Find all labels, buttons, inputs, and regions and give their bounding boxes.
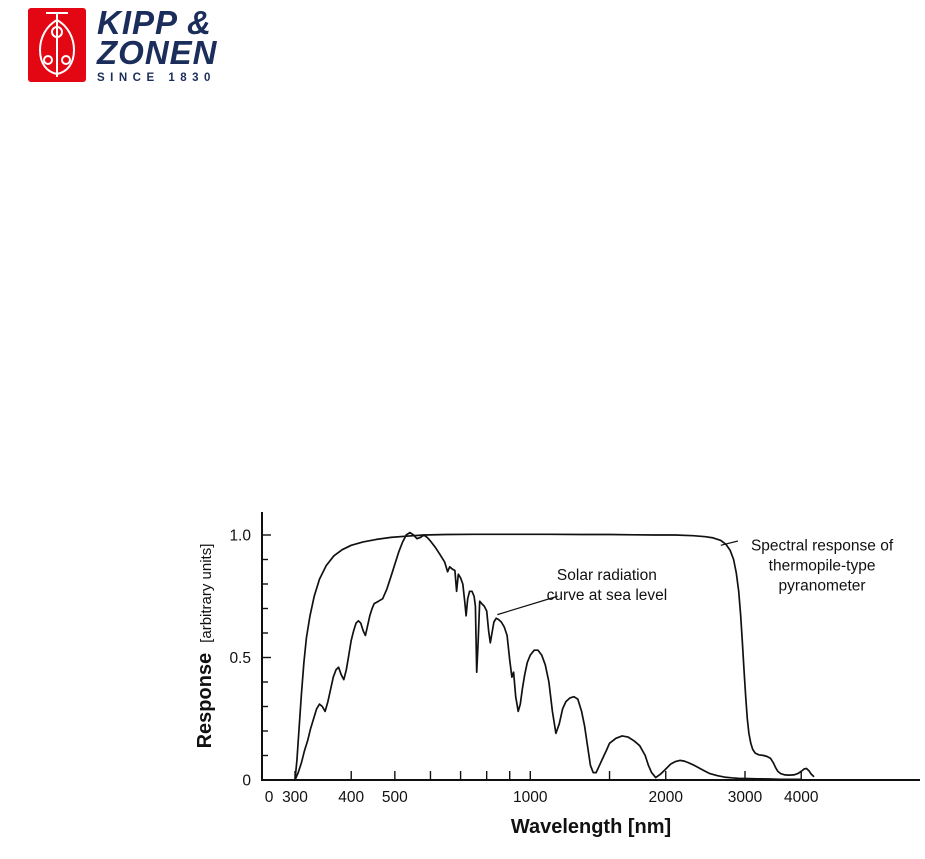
x-tick-label: 500: [382, 789, 408, 806]
x-tick-label: 300: [282, 789, 308, 806]
x-tick-label: 0: [265, 789, 274, 806]
pyranometer-spectral-response: [294, 533, 815, 781]
solar-curve-label-leader-line: [497, 595, 558, 616]
y-tick-label: 1.0: [229, 528, 251, 545]
y-tick-label: 0: [242, 773, 251, 790]
x-tick-label: 400: [338, 789, 364, 806]
spectral-response-figure: 0 300 400 500 1000 2000 3000 4000 0 0.5 1.0 Wavelen…: [194, 498, 925, 854]
x-tick-label: 4000: [784, 789, 819, 806]
svg-text:Spectral response of: Spectral response of: [751, 537, 894, 554]
brand-line1: KIPP &: [97, 4, 212, 41]
y-axis-title: Response[arbitrary units]: [195, 544, 216, 749]
pyranometer-curve-label: Spectral response of thermopile-type pyran…: [720, 537, 894, 594]
solar-radiation-curve: [294, 531, 803, 781]
spectral-response-chart: 0 300 400 500 1000 2000 3000 4000 0 0.5 1.0 Wavelen…: [194, 512, 920, 838]
svg-text:pyranometer: pyranometer: [779, 577, 866, 594]
x-tick-label: 3000: [728, 789, 763, 806]
brand-text-block: KIPP & ZONEN SINCE 1830: [97, 4, 218, 84]
svg-text:Solar radiation: Solar radiation: [557, 567, 657, 584]
x-axis-title: Wavelength [nm]: [511, 816, 671, 838]
svg-text:curve at sea level: curve at sea level: [547, 587, 668, 604]
brand-line2: ZONEN: [97, 34, 218, 71]
y-tick-label: 0.5: [229, 650, 251, 667]
x-tick-label: 1000: [513, 789, 548, 806]
svg-text:thermopile-type: thermopile-type: [769, 557, 876, 574]
solar-curve-label: Solar radiation curve at sea level: [497, 567, 668, 616]
brand-tagline: SINCE 1830: [97, 72, 216, 84]
kipp-zonen-logo: KIPP & ZONEN SINCE 1830: [28, 4, 218, 87]
x-axis-ticks: 0 300 400 500 1000 2000 3000 4000: [265, 771, 819, 806]
y-axis-ticks: 0 0.5 1.0: [229, 528, 271, 790]
kipp-zonen-emblem-icon: [28, 8, 86, 87]
x-tick-label: 2000: [649, 789, 684, 806]
pyranometer-curve-label-leader-line: [720, 540, 739, 546]
